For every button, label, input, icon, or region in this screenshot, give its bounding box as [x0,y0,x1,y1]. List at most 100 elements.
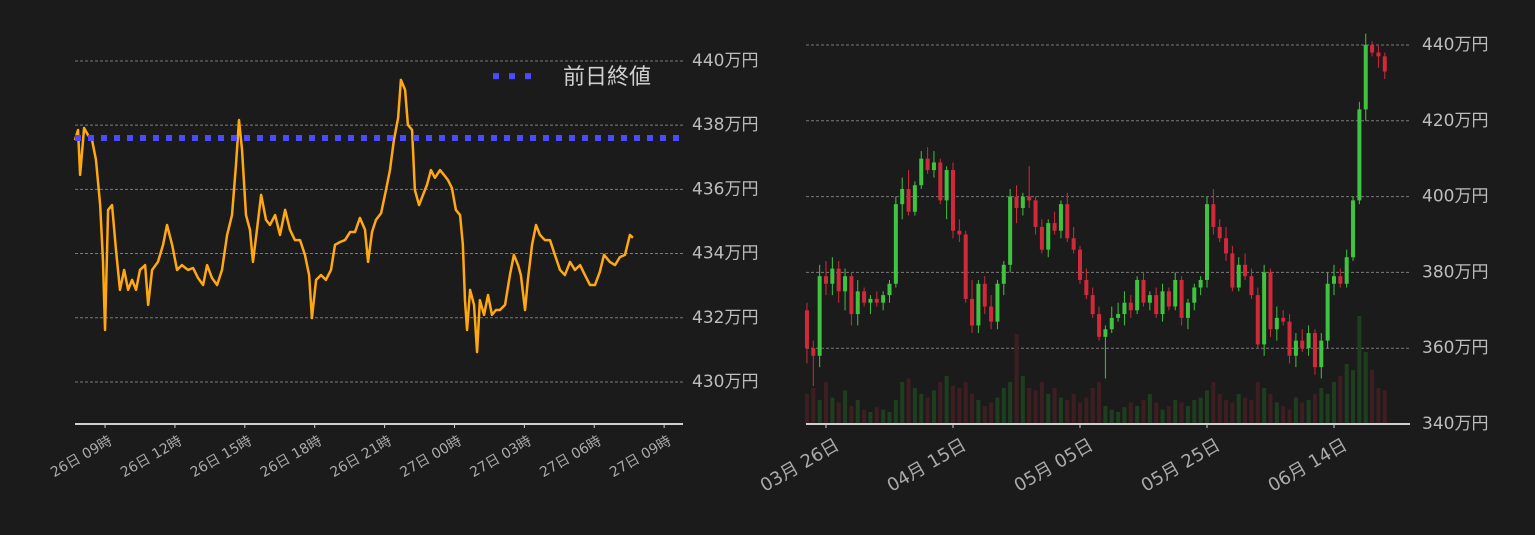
volume-bar [1293,397,1298,424]
volume-bar [925,397,930,424]
volume-bar [950,385,955,424]
x-tick-label: 26日 21時 [328,433,395,481]
candle-body [900,188,905,205]
candle-body [1331,276,1336,284]
candle-body [1211,204,1216,227]
candle-body [1262,272,1267,345]
candle-body [1281,317,1286,322]
y-tick-label: 436万円 [692,179,758,199]
volume-bar [1001,388,1006,424]
volume-bar [1376,388,1381,424]
candle-body [982,283,987,307]
candle-body [1173,279,1178,307]
candle-body [1217,226,1222,239]
volume-bar [874,407,879,424]
volume-bar [1185,406,1190,424]
volume-bar [1243,397,1248,424]
candle-body [1046,223,1051,250]
candle-body [1116,314,1121,318]
candle-body [906,188,911,212]
candle-body [995,283,1000,322]
x-tick-label: 27日 09時 [607,433,674,481]
candle-body [804,310,809,349]
candle-body [989,306,994,322]
volume-bar [1287,409,1292,424]
candle-body [1097,314,1102,337]
candle-body [836,268,841,292]
volume-bar [1046,394,1051,424]
candle-body [1268,272,1273,330]
candle-body [1325,283,1330,341]
volume-bar [1071,394,1076,424]
candle-body [824,276,829,284]
candle-body [1306,333,1311,349]
volume-bar [1363,352,1368,424]
candle-body [862,291,867,303]
price-line [73,78,634,354]
candle-body [1065,204,1070,239]
volume-bar [836,402,841,424]
candle-body [887,283,892,296]
volume-bar [1312,394,1317,424]
x-tick-label: 27日 00時 [398,433,465,481]
volume-bar [830,397,835,424]
y-tick-label: 340万円 [1422,414,1488,434]
y-tick-label: 438万円 [692,115,758,135]
volume-bar [963,382,968,424]
x-tick-label: 26日 09時 [48,433,115,481]
volume-bar [1128,402,1133,424]
volume-bar [1033,390,1038,424]
candle-body [1293,340,1298,356]
candle-body [843,276,848,292]
x-tick-label: 03月 26日 [757,434,843,496]
volume-bar [824,382,829,424]
candle-body [938,162,943,201]
candle-body [1363,44,1368,110]
candle-body [1376,52,1381,57]
volume-bar [1319,388,1324,424]
volume-bar [900,382,905,424]
volume-bar [1141,400,1146,424]
candle-body [1122,302,1127,315]
volume-bar [995,397,1000,424]
volume-bar [1173,400,1178,424]
candle-body [874,298,879,303]
candle-body [919,158,924,186]
volume-bar [931,390,936,424]
volume-bar [1097,382,1102,424]
volume-bar [1084,397,1089,424]
volume-bar [1236,394,1241,424]
candle-body [963,234,968,299]
volume-bar [1116,412,1121,424]
volume-bar [982,406,987,424]
x-tick-label: 04月 15日 [884,434,970,496]
candle-body [1141,279,1146,303]
candle-body [1103,329,1108,337]
candle-body [1154,295,1159,315]
candle-body [1014,196,1019,208]
volume-bar [1262,388,1267,424]
volume-bar [919,394,924,424]
candle-body [1179,279,1184,318]
candle-body [1351,200,1356,258]
y-tick-label: 434万円 [692,244,758,264]
volume-bar [912,388,917,424]
candle-body [893,204,898,284]
y-tick-label: 432万円 [692,308,758,328]
candle-body [849,276,854,315]
volume-bar [1008,382,1013,424]
volume-bar [1331,382,1336,424]
y-tick-label: 430万円 [692,372,758,392]
candle-body [1052,223,1057,231]
volume-bar [1224,400,1229,424]
candle-body [957,230,962,235]
volume-bar [1274,402,1279,424]
volume-bar [989,402,994,424]
y-tick-label: 360万円 [1422,338,1488,358]
candle-body [1128,302,1133,311]
volume-bar [1382,390,1387,424]
x-tick-label: 05月 05日 [1011,434,1097,496]
volume-bar [1300,402,1305,424]
volume-bar [1027,388,1032,424]
volume-bar [1249,400,1254,424]
